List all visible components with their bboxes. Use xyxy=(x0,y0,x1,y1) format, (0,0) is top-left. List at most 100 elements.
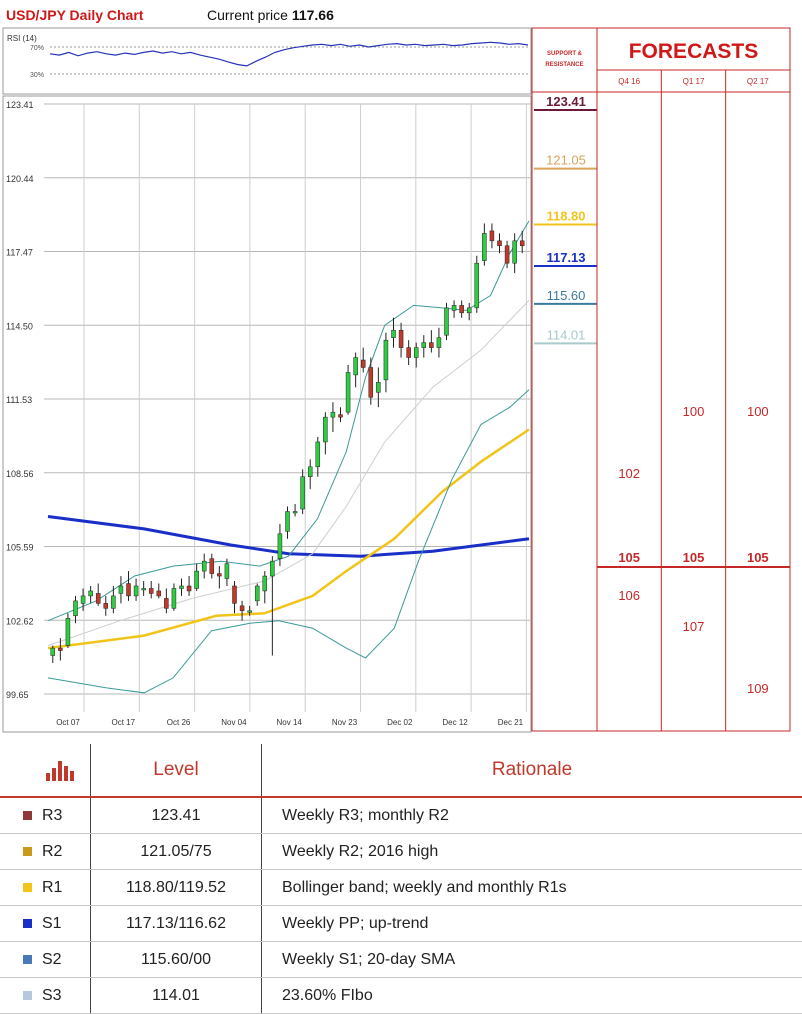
chart-canvas: 123.41 120.44 117.47 114.50 111.53 108.56 105.… xyxy=(0,0,802,740)
y-tick-label: 105.59 xyxy=(6,543,34,553)
candle-body xyxy=(460,305,464,312)
candle-body xyxy=(384,340,388,380)
candle-body xyxy=(180,586,184,588)
candle-body xyxy=(452,305,456,310)
price-panel-frame xyxy=(3,96,531,732)
level-value: 115.60/00 xyxy=(91,942,262,978)
candle-body xyxy=(217,574,221,576)
level-code: R3 xyxy=(42,807,72,825)
rsi-panel-frame xyxy=(3,28,531,94)
candle-body xyxy=(513,241,517,263)
level-code-cell: R3 xyxy=(0,797,91,834)
candle-body xyxy=(361,360,365,367)
candle-body xyxy=(293,511,297,513)
level-code: S2 xyxy=(42,951,72,969)
rsi-level-high: 70% xyxy=(30,45,44,52)
candle-body xyxy=(96,593,100,603)
sr-level-label: 123.41 xyxy=(546,94,586,109)
table-header-row: Level Rationale xyxy=(0,744,802,797)
candle-body xyxy=(445,308,449,335)
candle-body xyxy=(134,586,138,596)
candle-body xyxy=(58,648,62,650)
forecast-median-label: 105 xyxy=(618,550,640,565)
candle-body xyxy=(520,241,524,246)
y-tick-label: 99.65 xyxy=(6,690,29,700)
x-tick-label: Nov 04 xyxy=(221,718,247,727)
y-tick-label: 117.47 xyxy=(6,248,33,258)
candle-body xyxy=(316,442,320,467)
x-tick-label: Dec 12 xyxy=(442,718,468,727)
level-code: R1 xyxy=(42,879,72,897)
candle-body xyxy=(74,601,78,616)
level-rationale: Weekly R2; 2016 high xyxy=(262,834,802,870)
level-rationale: Weekly R3; monthly R2 xyxy=(262,797,802,834)
sr-panel-frame xyxy=(532,28,597,731)
candle-body xyxy=(225,564,229,579)
candle-body xyxy=(278,534,282,559)
candle-body xyxy=(81,596,85,603)
candle-body xyxy=(142,588,146,590)
candle-body xyxy=(263,576,267,591)
y-tick-label: 108.56 xyxy=(6,469,34,479)
candle-body xyxy=(339,415,343,417)
candle-body xyxy=(308,467,312,477)
y-tick-label: 111.53 xyxy=(6,395,32,405)
level-color-swatch xyxy=(23,847,32,856)
rationale-header: Rationale xyxy=(262,744,802,797)
level-value: 121.05/75 xyxy=(91,834,262,870)
forecast-low-label: 100 xyxy=(683,404,705,419)
candle-body xyxy=(437,338,441,348)
sr-level-label: 114.01 xyxy=(547,327,586,342)
candle-body xyxy=(323,417,327,442)
level-color-swatch xyxy=(23,919,32,928)
forecast-low-label: 102 xyxy=(618,466,640,481)
level-rationale: Weekly S1; 20-day SMA xyxy=(262,942,802,978)
x-tick-label: Nov 23 xyxy=(332,718,358,727)
forecast-column-label: Q1 17 xyxy=(683,77,705,86)
sr-level-label: 118.80 xyxy=(546,208,585,223)
level-value: 118.80/119.52 xyxy=(91,870,262,906)
candle-body xyxy=(248,611,252,613)
candle-body xyxy=(66,618,70,645)
forecast-column-label: Q4 16 xyxy=(618,77,640,86)
sr-level-label: 115.60 xyxy=(547,288,586,303)
candle-body xyxy=(505,246,509,263)
level-code: R2 xyxy=(42,843,72,861)
y-tick-label: 120.44 xyxy=(6,174,34,184)
candle-body xyxy=(240,606,244,611)
forecast-column-label: Q2 17 xyxy=(747,77,769,86)
candle-body xyxy=(255,586,259,601)
level-code-cell: R2 xyxy=(0,834,91,870)
candle-body xyxy=(354,358,358,375)
candle-body xyxy=(414,348,418,358)
bar-chart-icon xyxy=(45,759,75,781)
y-tick-label: 102.62 xyxy=(6,616,34,626)
candle-body xyxy=(187,586,191,591)
sr-level-label: 117.13 xyxy=(546,250,585,265)
level-code-cell: S2 xyxy=(0,942,91,978)
level-color-swatch xyxy=(23,955,32,964)
candle-body xyxy=(270,561,274,576)
x-tick-label: Oct 26 xyxy=(167,718,191,727)
candle-body xyxy=(407,348,411,358)
y-tick-label: 114.50 xyxy=(6,321,33,331)
candle-body xyxy=(210,559,214,574)
candle-body xyxy=(111,596,115,608)
forecast-high-label: 109 xyxy=(747,681,769,696)
level-rationale: Bollinger band; weekly and monthly R1s xyxy=(262,870,802,906)
bar-chart-icon-cell xyxy=(0,744,91,797)
candle-body xyxy=(422,343,426,348)
sr-level-label: 121.05 xyxy=(546,153,586,168)
level-value: 123.41 xyxy=(91,797,262,834)
candle-body xyxy=(104,603,108,608)
x-tick-label: Nov 14 xyxy=(277,718,303,727)
candle-body xyxy=(331,412,335,417)
forecast-high-label: 106 xyxy=(618,588,640,603)
candle-body xyxy=(475,263,479,308)
forecast-median-label: 105 xyxy=(747,550,769,565)
forecast-low-label: 100 xyxy=(747,404,769,419)
x-tick-label: Oct 07 xyxy=(56,718,80,727)
